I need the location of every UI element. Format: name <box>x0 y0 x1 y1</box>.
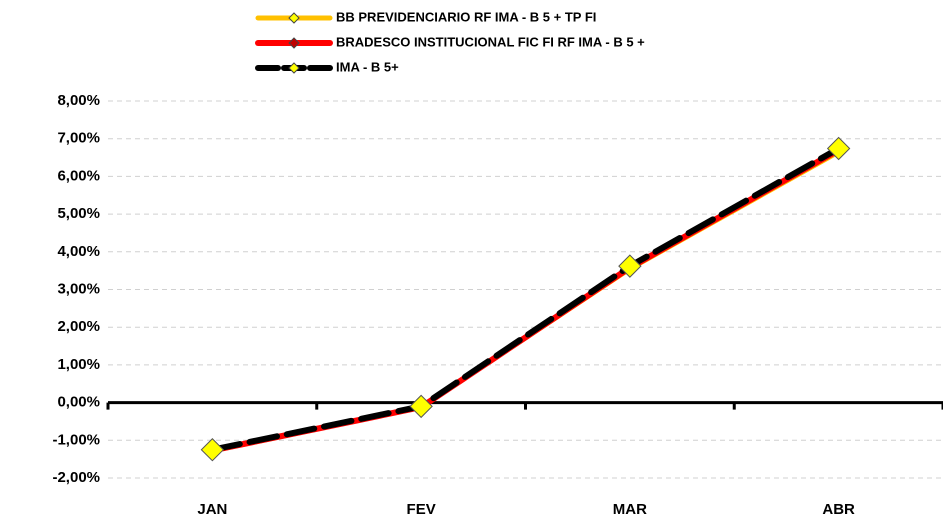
y-tick-label: -2,00% <box>52 469 100 486</box>
y-tick-label: -1,00% <box>52 431 100 448</box>
marker <box>618 254 642 278</box>
legend: BB PREVIDENCIARIO RF IMA - B 5 + TP FI BR… <box>255 9 645 74</box>
y-tick-label: 0,00% <box>57 394 100 411</box>
y-tick-label: 4,00% <box>57 243 100 260</box>
y-tick-label: 2,00% <box>57 318 100 335</box>
y-tick-label: 1,00% <box>57 356 100 373</box>
legend-label: BRADESCO INSTITUCIONAL FIC FI RF IMA - B… <box>336 34 645 49</box>
x-tick-label: ABR <box>822 501 855 518</box>
legend-marker <box>288 37 300 49</box>
series-line <box>209 145 842 453</box>
y-tick-label: 8,00% <box>57 92 100 109</box>
marker <box>826 136 851 161</box>
x-tick-label: MAR <box>613 501 647 518</box>
y-tick-label: 6,00% <box>57 167 100 184</box>
x-tick-label: FEV <box>407 501 436 518</box>
legend-label: BB PREVIDENCIARIO RF IMA - B 5 + TP FI <box>336 9 596 24</box>
y-tick-label: 5,00% <box>57 205 100 222</box>
y-tick-label: 7,00% <box>57 130 100 147</box>
legend-marker <box>288 62 300 74</box>
legend-label: IMA - B 5+ <box>336 59 399 74</box>
x-tick-label: JAN <box>197 501 227 518</box>
marker <box>200 438 225 462</box>
y-tick-label: 3,00% <box>57 280 100 297</box>
legend-marker <box>288 12 300 24</box>
marker <box>409 394 433 419</box>
